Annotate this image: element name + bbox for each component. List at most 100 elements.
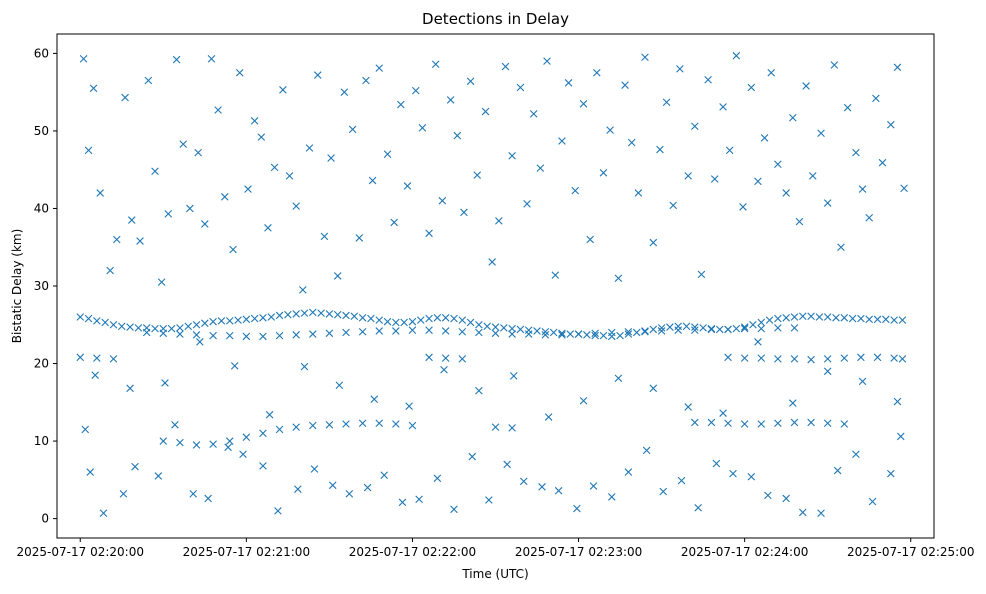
data-point — [294, 485, 302, 493]
data-point — [641, 327, 649, 336]
data-point — [697, 270, 706, 279]
data-point — [171, 421, 179, 429]
x-tick-label: 2025-07-17 02:22:00 — [349, 545, 476, 559]
data-point — [657, 327, 666, 335]
data-point — [186, 204, 194, 213]
data-point — [292, 423, 300, 431]
data-point — [398, 498, 407, 507]
data-point — [657, 324, 666, 332]
data-point — [774, 324, 782, 332]
data-point — [375, 327, 384, 335]
data-point — [724, 325, 732, 334]
data-point — [790, 324, 799, 332]
data-point — [840, 420, 849, 428]
data-point — [425, 229, 433, 238]
data-point — [878, 158, 887, 167]
data-point — [837, 243, 845, 252]
data-point — [757, 318, 766, 327]
data-point — [649, 238, 658, 247]
data-point — [893, 397, 902, 406]
data-point — [843, 103, 852, 112]
data-point — [157, 278, 166, 286]
data-point — [136, 237, 144, 245]
data-point — [96, 189, 104, 197]
data-point — [873, 353, 882, 362]
data-point — [848, 314, 857, 323]
data-point — [207, 55, 216, 63]
data-point — [817, 129, 825, 138]
data-point — [495, 217, 503, 225]
data-point — [305, 144, 314, 152]
data-point — [481, 107, 490, 116]
data-point — [840, 314, 849, 322]
data-point — [558, 331, 566, 339]
data-point — [383, 317, 392, 326]
data-point — [142, 328, 151, 337]
data-point — [508, 151, 516, 160]
data-point — [259, 429, 267, 438]
data-point — [823, 367, 832, 376]
data-point — [458, 355, 467, 363]
data-point — [782, 189, 790, 197]
data-point — [81, 425, 90, 434]
data-point — [250, 314, 259, 323]
data-point — [691, 418, 699, 427]
data-point — [790, 418, 799, 427]
x-axis-ticks: 2025-07-17 02:20:00 2025-07-17 02:21:00 20… — [17, 538, 974, 559]
data-point — [607, 493, 616, 501]
data-point — [873, 315, 882, 324]
data-point — [893, 63, 902, 72]
data-point — [516, 83, 525, 92]
data-point — [747, 83, 756, 92]
data-point — [790, 313, 799, 321]
data-point — [126, 323, 134, 331]
data-point — [662, 98, 671, 107]
y-tick-label: 20 — [34, 357, 49, 371]
data-point — [541, 331, 550, 339]
data-point — [872, 94, 880, 103]
data-point — [868, 497, 877, 506]
y-tick-label: 10 — [34, 434, 49, 448]
data-point — [284, 310, 292, 319]
data-point — [509, 372, 518, 380]
data-point — [554, 486, 563, 495]
data-point — [300, 362, 309, 371]
data-point — [707, 418, 716, 427]
data-point — [300, 309, 309, 317]
data-point — [239, 450, 247, 459]
data-point — [579, 99, 588, 108]
data-point — [230, 362, 239, 370]
data-point — [890, 354, 898, 362]
data-point — [712, 459, 721, 468]
data-point — [176, 324, 184, 332]
data-point — [257, 133, 266, 141]
data-point — [392, 327, 400, 335]
data-point — [367, 314, 375, 323]
data-point — [740, 323, 749, 331]
data-point — [858, 377, 867, 386]
data-point — [121, 93, 129, 102]
data-point — [265, 410, 274, 419]
data-point — [201, 319, 209, 328]
data-point — [475, 320, 483, 329]
x-tick-label: 2025-07-17 02:20:00 — [17, 545, 144, 559]
data-point — [676, 65, 684, 73]
data-point — [408, 317, 417, 326]
data-point — [167, 324, 176, 333]
data-point — [313, 71, 322, 79]
data-point — [508, 330, 516, 338]
data-point — [852, 148, 860, 157]
data-point — [375, 64, 384, 72]
data-point — [710, 175, 719, 183]
data-point — [725, 146, 734, 155]
data-point — [774, 160, 782, 169]
data-point — [335, 381, 344, 390]
data-point — [857, 314, 865, 323]
data-point — [807, 355, 815, 364]
data-point — [119, 490, 128, 498]
data-point — [817, 509, 825, 517]
data-point — [558, 137, 566, 145]
data-point — [747, 472, 756, 481]
data-point — [340, 88, 349, 96]
data-point — [503, 460, 511, 469]
